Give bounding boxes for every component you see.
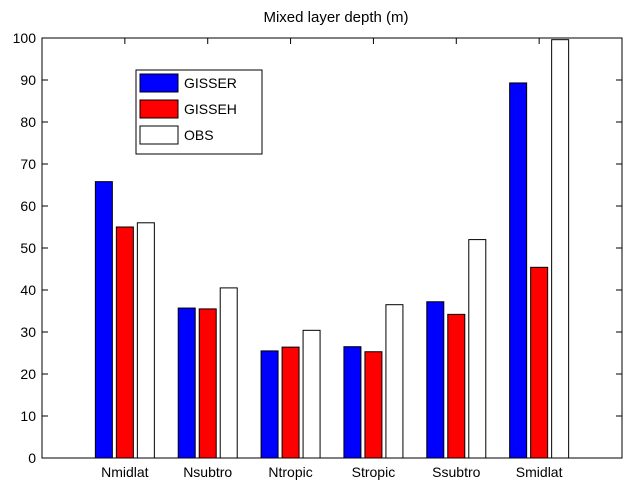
bar-gisser-smidlat (509, 82, 528, 459)
legend-label-obs: OBS (184, 127, 214, 143)
y-tick-label: 40 (20, 282, 36, 298)
legend-label-gisseh: GISSEH (184, 101, 237, 117)
legend-label-gisser: GISSER (184, 75, 237, 91)
chart-title: Mixed layer depth (m) (263, 9, 408, 26)
bar-obs-ntropic (302, 329, 321, 459)
bar-gisseh-ssubtro (447, 313, 466, 459)
y-tick-label: 10 (20, 408, 36, 424)
y-axis: 0 10 20 30 40 50 60 70 80 90 100 (13, 30, 622, 466)
bar-obs-smidlat (551, 39, 570, 459)
legend-items: GISSER GISSEH OBS (139, 73, 237, 145)
y-tick-label: 100 (13, 30, 37, 46)
bar-gisseh-nsubtro (198, 308, 217, 459)
bar-obs-nmidlat (136, 222, 155, 459)
y-tick-label: 50 (20, 240, 36, 256)
y-tick-label: 0 (28, 450, 36, 466)
bar-gisser-ssubtro (426, 301, 445, 459)
bars (94, 39, 570, 459)
legend-swatch-gisser (139, 73, 179, 93)
y-tick-label: 20 (20, 366, 36, 382)
bar-gisser-nsubtro (177, 307, 196, 459)
bar-gisseh-stropic (364, 351, 383, 459)
bar-gisseh-ntropic (281, 346, 300, 459)
bar-obs-ssubtro (468, 239, 487, 459)
x-axis: Nmidlat Nsubtro Ntropic Stropic Ssubtro Smidl… (101, 38, 563, 480)
y-tick-label: 30 (20, 324, 36, 340)
bar-gisseh-smidlat (530, 266, 549, 459)
x-tick-label: Stropic (352, 464, 396, 480)
legend: GISSER GISSEH OBS (135, 69, 263, 155)
x-tick-label: Nsubtro (183, 464, 232, 480)
legend-swatch-gisseh (139, 99, 179, 119)
bar-gisser-nmidlat (94, 181, 113, 459)
y-tick-label: 70 (20, 156, 36, 172)
bar-gisser-ntropic (260, 350, 279, 459)
x-tick-label: Ntropic (268, 464, 312, 480)
bar-obs-stropic (385, 304, 404, 459)
x-tick-label: Smidlat (516, 464, 563, 480)
y-tick-label: 80 (20, 114, 36, 130)
y-tick-label: 90 (20, 72, 36, 88)
x-tick-label: Nmidlat (101, 464, 149, 480)
bar-gisseh-nmidlat (115, 226, 134, 459)
y-tick-label: 60 (20, 198, 36, 214)
bar-obs-nsubtro (219, 287, 238, 459)
bar-gisser-stropic (343, 346, 362, 459)
legend-swatch-obs (139, 125, 179, 145)
x-tick-label: Ssubtro (432, 464, 480, 480)
